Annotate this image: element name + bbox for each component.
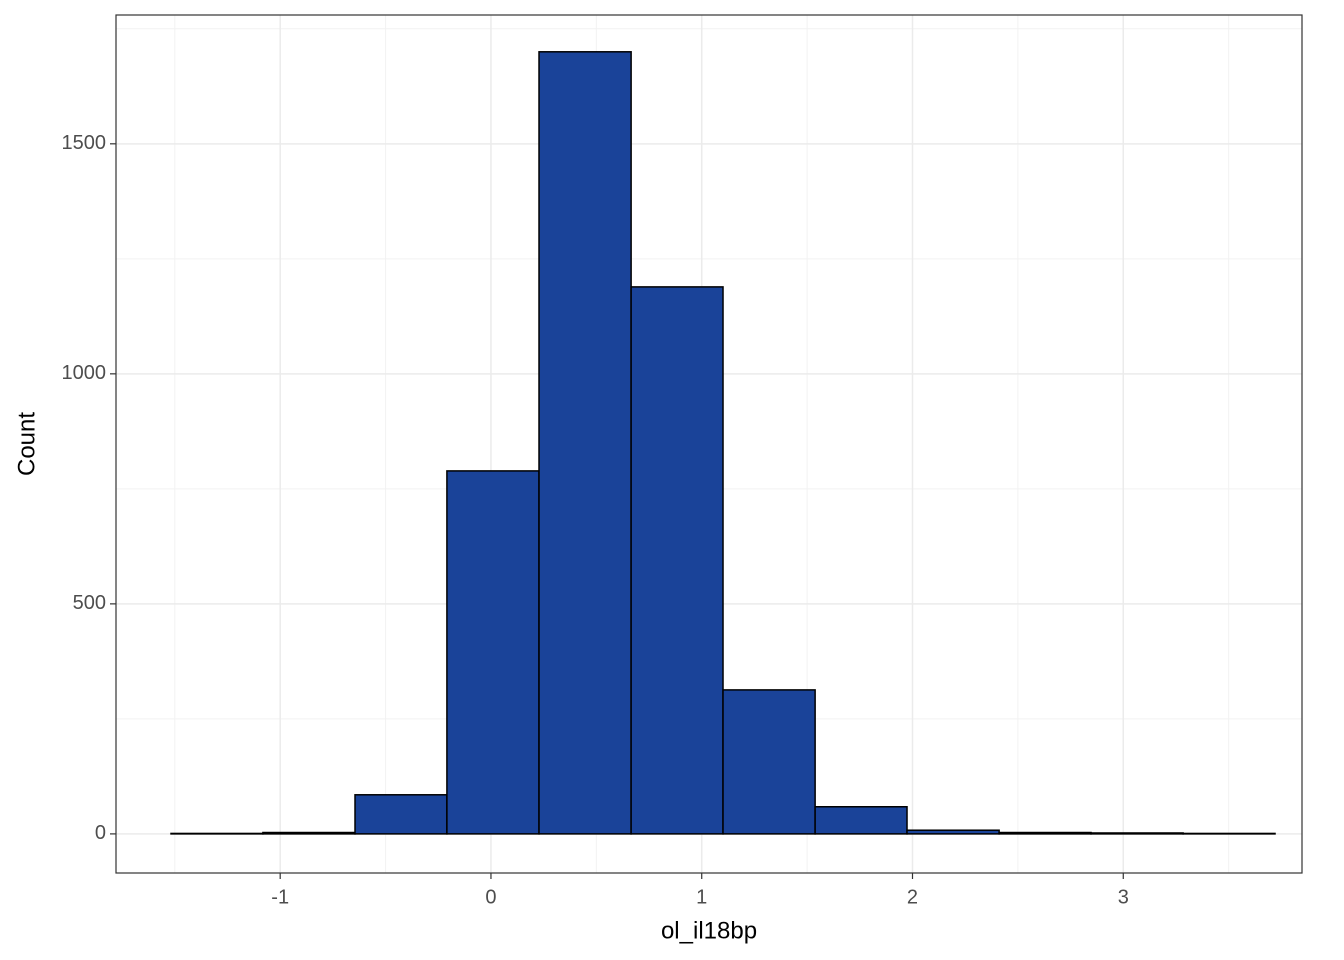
x-axis-title: ol_il18bp xyxy=(661,917,757,944)
bar xyxy=(998,831,1092,835)
x-tick-label: 0 xyxy=(485,886,496,908)
bar xyxy=(814,806,908,835)
bar xyxy=(722,689,816,835)
x-tick-label: 3 xyxy=(1118,886,1129,908)
bar xyxy=(1090,832,1184,835)
x-tick-label: -1 xyxy=(271,886,289,908)
bar xyxy=(354,794,448,835)
bar xyxy=(538,51,632,835)
y-tick-label: 0 xyxy=(95,822,106,844)
bar xyxy=(906,829,1000,835)
y-tick-label: 1500 xyxy=(62,132,107,154)
bar xyxy=(630,286,724,835)
bars xyxy=(170,51,1276,835)
y-tick-label: 1000 xyxy=(62,362,107,384)
x-tick-label: 1 xyxy=(696,886,707,908)
y-tick-label: 500 xyxy=(73,592,106,614)
panel-border xyxy=(115,14,1303,874)
bar xyxy=(262,831,356,835)
x-tick-label: 2 xyxy=(907,886,918,908)
axes: -1 0 1 2 3 0 500 1000 1500 xyxy=(62,132,1129,908)
y-axis-title: Count xyxy=(13,412,40,476)
bar xyxy=(446,470,540,835)
